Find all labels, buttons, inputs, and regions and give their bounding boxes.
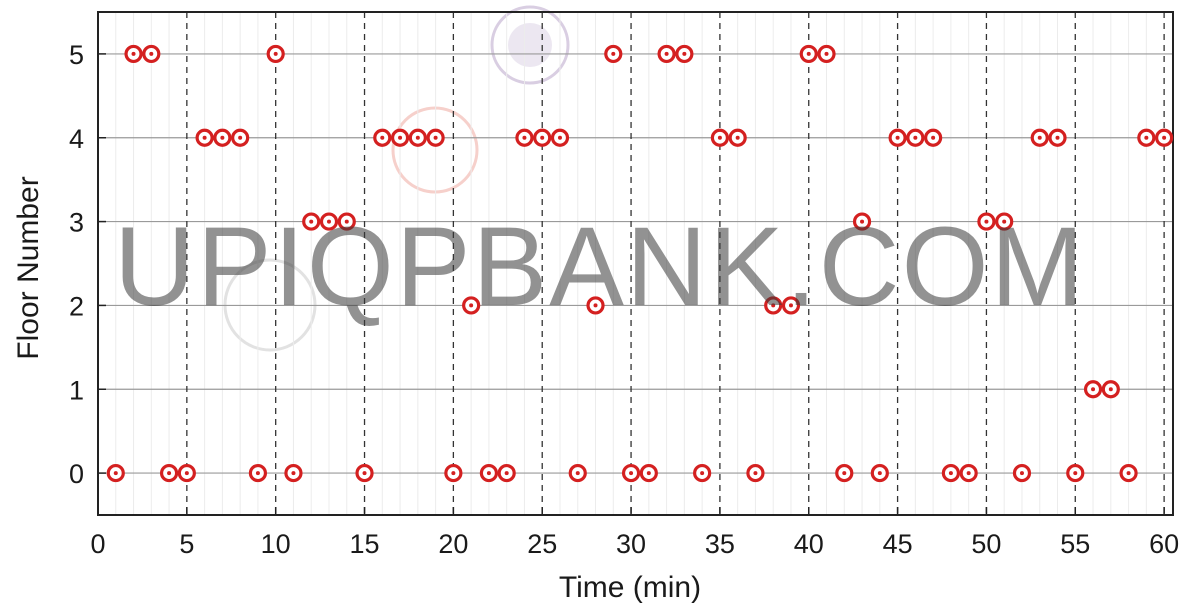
data-point	[550, 128, 570, 147]
data-point	[621, 463, 641, 483]
data-point	[106, 463, 125, 483]
plot-border	[97, 11, 1174, 516]
data-point	[337, 212, 356, 231]
data-point	[586, 296, 605, 315]
data-point	[941, 463, 960, 483]
x-tick-label: 15	[350, 529, 380, 559]
data-point	[799, 44, 818, 64]
data-point	[781, 296, 801, 315]
data-point	[1137, 128, 1156, 147]
x-tick-label: 5	[179, 529, 194, 559]
x-tick-label: 20	[438, 529, 468, 559]
data-point	[995, 212, 1014, 231]
data-point	[1048, 128, 1067, 147]
watermark-red-seal-icon	[391, 106, 479, 194]
y-axis-label: Floor Number	[12, 176, 45, 359]
data-point	[444, 463, 463, 483]
data-point	[177, 463, 196, 483]
grid	[98, 12, 1173, 515]
data-point	[1155, 128, 1174, 147]
y-tick-label: 0	[69, 459, 84, 489]
x-tick-label: 50	[971, 529, 1001, 559]
data-point	[159, 463, 179, 483]
data-point	[142, 44, 161, 64]
y-tick-label: 3	[69, 208, 84, 238]
y-tick-label: 1	[69, 375, 84, 405]
x-tick-label: 0	[90, 529, 105, 559]
data-point	[906, 128, 925, 147]
data-point	[924, 128, 943, 147]
data-point	[515, 128, 534, 147]
x-tick-label: 55	[1060, 529, 1090, 559]
data-points	[106, 44, 1174, 483]
data-point	[977, 212, 996, 231]
data-point	[497, 463, 516, 483]
data-point	[639, 463, 658, 483]
data-point	[764, 296, 783, 315]
data-point	[817, 44, 836, 64]
data-point	[390, 128, 410, 147]
watermark-text: UPIQPBANK.COM	[114, 204, 1086, 329]
x-tick-label: 45	[883, 529, 913, 559]
data-point	[462, 296, 481, 315]
data-point	[195, 128, 214, 147]
y-axis-ticks: 0 1 2 3 4 5	[69, 40, 106, 489]
data-point	[604, 44, 623, 64]
data-point	[266, 44, 285, 64]
data-point	[959, 463, 978, 483]
data-point	[1066, 463, 1085, 483]
y-tick-label: 5	[69, 40, 84, 70]
data-point	[568, 463, 587, 483]
x-axis-ticks: 0 5 10 15 20 25 30 35 40 45 50 55 60	[90, 507, 1179, 559]
data-point	[710, 128, 730, 147]
y-tick-label: 2	[69, 291, 84, 321]
data-point	[302, 212, 321, 231]
watermark-seal-icon	[490, 5, 570, 85]
x-tick-label: 35	[705, 529, 735, 559]
y-tick-label: 4	[69, 124, 84, 154]
data-point	[1101, 380, 1120, 399]
data-point	[835, 463, 854, 483]
data-point	[870, 463, 889, 483]
data-point	[533, 128, 552, 147]
data-point	[408, 128, 427, 147]
data-point	[479, 463, 499, 483]
x-tick-label: 25	[527, 529, 557, 559]
x-tick-label: 10	[261, 529, 291, 559]
data-point	[1012, 463, 1032, 483]
plot-frame	[97, 11, 1174, 516]
data-point	[1083, 380, 1103, 399]
data-point	[657, 44, 676, 64]
x-tick-label: 40	[794, 529, 824, 559]
x-tick-label: 60	[1149, 529, 1179, 559]
data-point	[319, 212, 339, 231]
data-point	[746, 463, 765, 483]
data-point	[852, 212, 872, 231]
data-point	[728, 128, 747, 147]
data-point	[675, 44, 694, 64]
data-point	[373, 128, 392, 147]
data-point	[248, 463, 268, 483]
data-point	[231, 128, 250, 147]
data-point	[124, 44, 143, 64]
data-point	[1119, 463, 1138, 483]
x-axis-label: Time (min)	[559, 571, 701, 604]
watermark-seal-inner-icon	[508, 23, 552, 67]
data-point	[213, 128, 232, 147]
data-point	[693, 463, 712, 483]
data-point	[426, 128, 445, 147]
x-tick-label: 30	[616, 529, 646, 559]
data-point	[888, 128, 907, 147]
data-point	[1030, 128, 1049, 147]
data-point	[284, 463, 303, 483]
data-point	[355, 463, 374, 483]
